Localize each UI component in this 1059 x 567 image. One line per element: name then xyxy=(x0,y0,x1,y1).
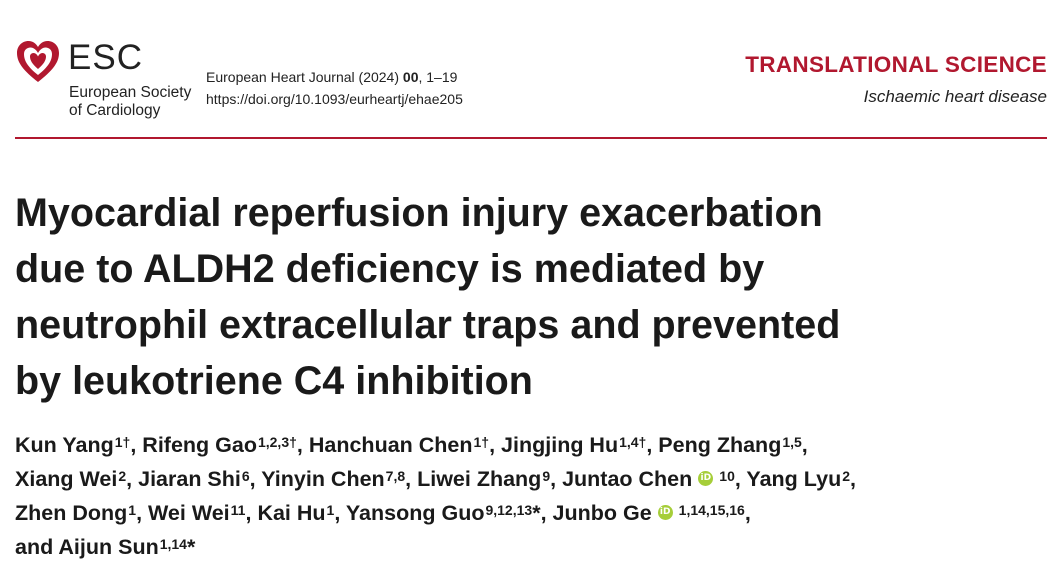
orcid-icon[interactable]: iD xyxy=(657,504,673,520)
author: Peng Zhang1,5 xyxy=(658,433,802,457)
title-line: Myocardial reperfusion injury exacerbati… xyxy=(15,191,823,235)
title-line: neutrophil extracellular traps and preve… xyxy=(15,303,841,347)
author: Junbo Ge iD 1,14,15,16 xyxy=(552,501,745,525)
author: Yansong Guo9,12,13* xyxy=(345,501,541,525)
corresponding-author-mark: * xyxy=(186,535,196,559)
esc-heart-logo-icon xyxy=(14,38,62,86)
journal-citation: European Heart Journal (2024) 00, 1–19 h… xyxy=(206,66,463,110)
author-line: and Aijun Sun1,14* xyxy=(15,530,1055,564)
author: Wei Wei11 xyxy=(148,501,246,525)
title-line: by leukotriene C4 inhibition xyxy=(15,359,533,403)
journal-volume: 00 xyxy=(402,69,419,85)
header-divider xyxy=(15,137,1047,139)
author-line: Zhen Dong1, Wei Wei11, Kai Hu1, Yansong … xyxy=(15,501,751,525)
doi-link[interactable]: https://doi.org/10.1093/eurheartj/ehae20… xyxy=(206,91,463,107)
author: Juntao Chen iD 10 xyxy=(562,467,735,491)
journal-reference: European Heart Journal (2024) 00, 1–19 xyxy=(206,69,458,85)
esc-wordmark: ESC xyxy=(68,38,143,77)
title-line: due to ALDH2 deficiency is mediated by xyxy=(15,247,765,291)
author: Zhen Dong1 xyxy=(15,501,137,525)
section-label: TRANSLATIONAL SCIENCE xyxy=(745,52,1047,77)
corresponding-author-mark: * xyxy=(532,501,541,525)
author: and Aijun Sun1,14* xyxy=(15,535,196,559)
author: Xiang Wei2 xyxy=(15,467,127,491)
author: Liwei Zhang9 xyxy=(417,467,551,491)
author: Hanchuan Chen1† xyxy=(308,433,490,457)
article-title: Myocardial reperfusion injury exacerbati… xyxy=(15,185,1055,409)
author: Yinyin Chen7,8 xyxy=(261,467,406,491)
author: Jiaran Shi6 xyxy=(138,467,250,491)
author: Rifeng Gao1,2,3† xyxy=(142,433,297,457)
orcid-icon[interactable]: iD xyxy=(698,470,714,486)
author: Yang Lyu2 xyxy=(746,467,850,491)
author-line: Xiang Wei2, Jiaran Shi6, Yinyin Chen7,8,… xyxy=(15,467,856,491)
subsection-label: Ischaemic heart disease xyxy=(863,87,1047,106)
author: Kai Hu1 xyxy=(257,501,335,525)
author: Jingjing Hu1,4† xyxy=(501,433,647,457)
society-name: European Society of Cardiology xyxy=(69,84,192,119)
author-list: Kun Yang1†, Rifeng Gao1,2,3†, Hanchuan C… xyxy=(15,428,1055,564)
author: Kun Yang1† xyxy=(15,433,131,457)
author-line: Kun Yang1†, Rifeng Gao1,2,3†, Hanchuan C… xyxy=(15,433,808,457)
